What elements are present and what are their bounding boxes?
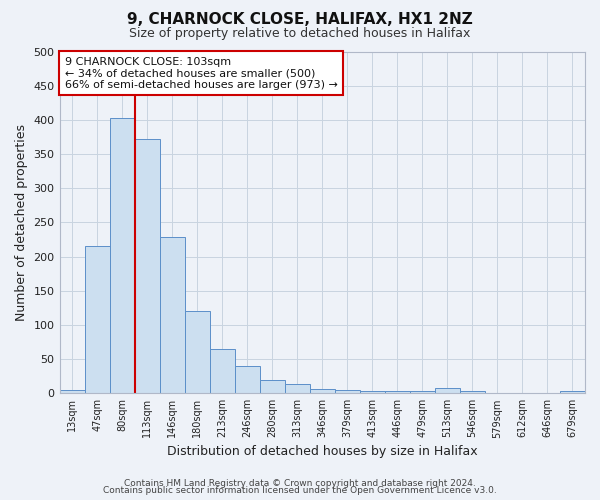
Bar [360, 392, 385, 394]
Bar [285, 384, 310, 394]
Y-axis label: Number of detached properties: Number of detached properties [15, 124, 28, 321]
Bar [385, 392, 410, 394]
X-axis label: Distribution of detached houses by size in Halifax: Distribution of detached houses by size … [167, 444, 478, 458]
Text: 9, CHARNOCK CLOSE, HALIFAX, HX1 2NZ: 9, CHARNOCK CLOSE, HALIFAX, HX1 2NZ [127, 12, 473, 28]
Text: Contains public sector information licensed under the Open Government Licence v3: Contains public sector information licen… [103, 486, 497, 495]
Bar [335, 390, 360, 394]
Bar [134, 139, 160, 394]
Text: Contains HM Land Registry data © Crown copyright and database right 2024.: Contains HM Land Registry data © Crown c… [124, 478, 476, 488]
Bar [209, 349, 235, 394]
Bar [85, 246, 110, 394]
Text: 9 CHARNOCK CLOSE: 103sqm
← 34% of detached houses are smaller (500)
66% of semi-: 9 CHARNOCK CLOSE: 103sqm ← 34% of detach… [65, 56, 338, 90]
Bar [160, 238, 185, 394]
Bar [185, 312, 209, 394]
Bar [410, 392, 435, 394]
Bar [235, 366, 260, 394]
Bar [110, 118, 134, 394]
Bar [260, 380, 285, 394]
Bar [560, 392, 585, 394]
Bar [460, 392, 485, 394]
Bar [435, 388, 460, 394]
Bar [310, 389, 335, 394]
Bar [59, 390, 85, 394]
Text: Size of property relative to detached houses in Halifax: Size of property relative to detached ho… [130, 28, 470, 40]
